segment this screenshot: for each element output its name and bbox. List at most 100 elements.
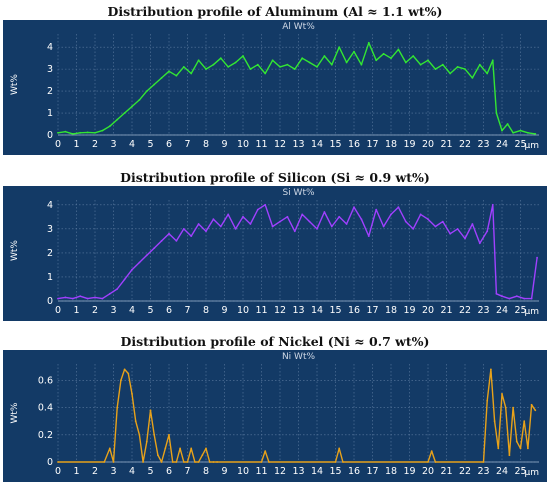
data-point (464, 68, 466, 70)
x-tick-label: 12 (274, 466, 286, 477)
x-tick-label: 21 (440, 466, 452, 477)
data-point (293, 230, 296, 233)
data-point (491, 203, 494, 206)
data-point (390, 213, 392, 216)
data-point (293, 68, 296, 70)
x-tick-label: 1 (73, 305, 79, 316)
y-tick-label: 0.4 (38, 403, 53, 414)
data-point (268, 461, 270, 463)
data-point (264, 72, 267, 75)
data-point (190, 235, 193, 237)
data-point (316, 66, 318, 68)
x-axis-unit: µm (525, 141, 540, 151)
data-point (168, 232, 170, 235)
x-tick-label: 17 (366, 305, 378, 316)
data-point (434, 461, 437, 463)
data-point (182, 228, 185, 230)
data-point (536, 256, 538, 259)
data-point (323, 211, 326, 213)
x-tick-label: 13 (292, 305, 304, 316)
data-point (512, 131, 514, 134)
data-point (427, 59, 429, 62)
y-tick-label: 4 (47, 42, 53, 53)
x-tick-label: 21 (440, 305, 452, 316)
data-point (342, 461, 344, 463)
data-point (108, 292, 111, 295)
x-tick-label: 3 (110, 305, 116, 316)
data-point (345, 223, 348, 225)
data-point (242, 215, 244, 218)
panel-subtitle: Si Wt% (282, 188, 315, 198)
data-point (79, 131, 82, 134)
data-point (194, 461, 196, 463)
data-point (456, 228, 459, 230)
data-point (495, 292, 498, 295)
data-point (515, 295, 518, 298)
data-point (353, 50, 355, 53)
data-point (112, 461, 115, 463)
aluminum-chart: Al Wt% 0 1 2 3 4 5 6 7 8 9 10 11 12 13 14 15 16 17 18 19 20 21… (3, 20, 547, 155)
x-tick-label: 12 (274, 305, 286, 316)
data-point (527, 131, 529, 134)
data-point (441, 63, 444, 66)
data-point (430, 450, 433, 452)
data-point (412, 55, 415, 57)
data-point (120, 379, 122, 382)
plot-background (3, 186, 547, 321)
x-tick-label: 6 (166, 139, 172, 150)
x-tick-label: 9 (221, 139, 227, 150)
x-tick-label: 2 (92, 466, 98, 477)
x-tick-label: 0 (55, 305, 61, 316)
x-tick-label: 14 (311, 466, 323, 477)
y-tick-label: 0.6 (38, 375, 53, 386)
x-tick-label: 1 (73, 139, 79, 150)
data-point (64, 130, 67, 133)
data-point (201, 454, 204, 457)
data-point (94, 296, 96, 299)
data-point (397, 206, 400, 209)
x-tick-label: 5 (147, 139, 153, 150)
data-point (190, 72, 193, 75)
data-point (71, 133, 74, 135)
data-point (279, 66, 281, 68)
data-point (171, 461, 174, 463)
x-tick-label: 11 (255, 305, 267, 316)
y-tick-label: 3 (47, 64, 53, 75)
x-tick-label: 24 (496, 139, 508, 150)
x-tick-label: 9 (221, 305, 227, 316)
x-tick-label: 9 (221, 466, 227, 477)
data-point (212, 218, 215, 221)
x-tick-label: 19 (403, 305, 415, 316)
data-point (301, 213, 304, 216)
data-point (234, 61, 237, 64)
data-point (367, 41, 370, 44)
x-tick-label: 20 (422, 466, 434, 477)
data-point (334, 461, 337, 463)
nickel-chart-title: Distribution profile of Nickel (Ni ≈ 0.7… (120, 334, 430, 349)
data-point (219, 225, 222, 228)
data-point (441, 220, 444, 223)
data-point (486, 230, 489, 233)
data-point (404, 220, 407, 223)
data-point (86, 297, 89, 300)
x-tick-label: 15 (329, 305, 341, 316)
data-point (523, 420, 526, 423)
data-point (490, 368, 492, 371)
data-point (419, 213, 422, 216)
data-point (212, 63, 215, 66)
data-point (127, 372, 130, 375)
data-point (456, 66, 459, 68)
data-point (493, 420, 496, 423)
x-tick-label: 10 (237, 139, 249, 150)
data-point (131, 105, 133, 108)
aluminum-chart-title: Distribution profile of Aluminum (Al ≈ 1… (107, 4, 443, 19)
data-point (412, 228, 415, 230)
data-point (471, 223, 474, 225)
data-point (316, 228, 318, 230)
data-point (427, 218, 429, 221)
data-point (523, 297, 526, 300)
y-tick-label: 1 (47, 108, 53, 119)
data-point (519, 447, 522, 450)
data-point (338, 215, 341, 218)
data-point (256, 208, 259, 211)
